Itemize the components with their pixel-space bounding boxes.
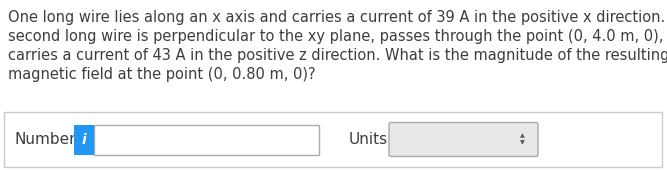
Text: carries a current of 43 A in the positive z direction. What is the magnitude of : carries a current of 43 A in the positiv… (8, 48, 667, 63)
FancyBboxPatch shape (389, 123, 538, 157)
Text: ▲: ▲ (520, 133, 524, 139)
Text: ▼: ▼ (520, 140, 524, 146)
Bar (4, 112, 662, 167)
Text: magnetic field at the point (0, 0.80 m, 0)?: magnetic field at the point (0, 0.80 m, … (8, 67, 315, 82)
Text: Units: Units (349, 132, 388, 147)
Text: One long wire lies along an x axis and carries a current of 39 A in the positive: One long wire lies along an x axis and c… (8, 10, 667, 25)
Bar (94, 124, 319, 155)
FancyBboxPatch shape (74, 124, 94, 155)
Text: Number: Number (14, 132, 75, 147)
Text: second long wire is perpendicular to the xy plane, passes through the point (0, : second long wire is perpendicular to the… (8, 29, 667, 44)
Text: i: i (81, 132, 86, 147)
